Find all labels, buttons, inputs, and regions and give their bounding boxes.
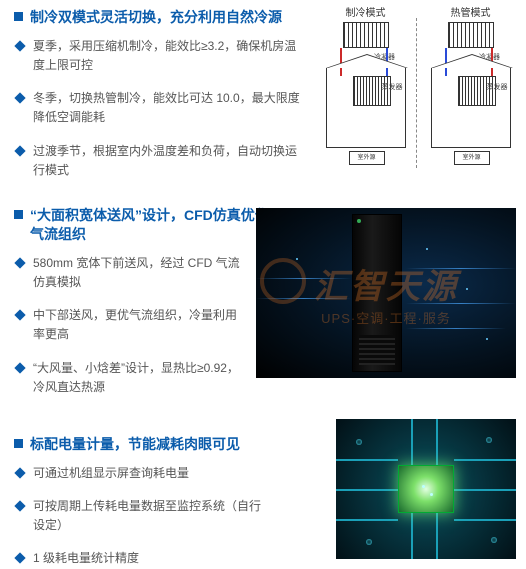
diamond-icon — [14, 500, 25, 511]
bullet-list: 夏季，采用压缩机制冷，能效比≥3.2，确保机房温度上限可控 冬季，切换热管制冷，… — [14, 37, 304, 180]
source-box: 室外源 — [349, 151, 385, 165]
bullet-list: 580mm 宽体下前送风，经过 CFD 气流仿真模拟 中下部送风，更优气流组织，… — [14, 254, 244, 397]
cooling-mode-diagram: 制冷模式 冷凝器 蒸发器 室外源 热管模式 冷凝器 蒸发器 室外源 — [318, 4, 518, 174]
house-icon: 蒸发器 室外源 — [326, 68, 406, 148]
cfd-cabinet-image: 汇智天源 UPS·空调·工程·服务 — [256, 208, 516, 378]
particle-dot — [486, 338, 488, 340]
source-box: 室外源 — [454, 151, 490, 165]
server-cabinet-icon — [352, 214, 402, 372]
circuit-trace — [411, 419, 413, 465]
circuit-trace — [436, 419, 438, 465]
house-icon: 蒸发器 室外源 — [431, 68, 511, 148]
circuit-trace — [436, 513, 438, 559]
list-item: 可按周期上传耗电量数据至监控系统（自行设定） — [14, 497, 264, 535]
title-square-icon — [14, 210, 23, 219]
bullet-text: 过渡季节，根据室内外温度差和负荷，自动切换运行模式 — [33, 142, 304, 180]
airflow-streak — [256, 298, 351, 299]
list-item: 中下部送风，更优气流组织，冷量利用率更高 — [14, 306, 244, 344]
title-text: 标配电量计量，节能减耗肉眼可见 — [30, 435, 240, 454]
bullet-text: 夏季，采用压缩机制冷，能效比≥3.2，确保机房温度上限可控 — [33, 37, 304, 75]
title-text: 制冷双模式灵活切换，充分利用自然冷源 — [30, 8, 282, 27]
circuit-trace — [454, 459, 516, 461]
diamond-icon — [14, 145, 25, 156]
circuit-chip-image — [336, 419, 516, 559]
circuit-pad — [356, 439, 362, 445]
roof-icon — [431, 54, 513, 68]
airflow-streak — [256, 278, 351, 279]
evaporator-label: 蒸发器 — [382, 82, 403, 92]
list-item: “大风量、小焓差”设计，显热比≥0.92，冷风直达热源 — [14, 359, 244, 397]
bullet-text: 580mm 宽体下前送风，经过 CFD 气流仿真模拟 — [33, 254, 244, 292]
circuit-pad — [486, 437, 492, 443]
list-item: 1 级耗电量统计精度 — [14, 549, 264, 568]
title-text: “大面积宽体送风”设计，CFD仿真优化 气流组织 — [30, 206, 269, 244]
diamond-icon — [14, 257, 25, 268]
title-square-icon — [14, 439, 23, 448]
particle-dot — [426, 248, 428, 250]
diagram-col-cooling: 制冷模式 冷凝器 蒸发器 室外源 — [318, 4, 413, 148]
section-airflow: “大面积宽体送风”设计，CFD仿真优化 气流组织 580mm 宽体下前送风，经过… — [0, 198, 526, 397]
roof-icon — [326, 54, 408, 68]
diagram-label: 制冷模式 — [318, 4, 413, 19]
particle-dot — [296, 258, 298, 260]
spark — [430, 493, 433, 496]
spark — [422, 485, 425, 488]
list-item: 580mm 宽体下前送风，经过 CFD 气流仿真模拟 — [14, 254, 244, 292]
bullet-text: 可通过机组显示屏查询耗电量 — [33, 464, 264, 483]
section-cooling-modes: 制冷双模式灵活切换，充分利用自然冷源 夏季，采用压缩机制冷，能效比≥3.2，确保… — [0, 0, 526, 180]
diamond-icon — [14, 40, 25, 51]
bullet-text: 冬季，切换热管制冷，能效比可达 10.0，最大限度降低空调能耗 — [33, 89, 304, 127]
radiator-icon — [448, 22, 494, 48]
particle-dot — [466, 288, 468, 290]
diagram-col-heatpipe: 热管模式 冷凝器 蒸发器 室外源 — [423, 4, 518, 148]
diamond-icon — [14, 362, 25, 373]
list-item: 可通过机组显示屏查询耗电量 — [14, 464, 264, 483]
diamond-icon — [14, 310, 25, 321]
airflow-streak — [406, 268, 516, 269]
title-square-icon — [14, 12, 23, 21]
chip-icon — [398, 465, 454, 513]
circuit-trace — [336, 459, 398, 461]
circuit-pad — [366, 539, 372, 545]
bullet-text: 可按周期上传耗电量数据至监控系统（自行设定） — [33, 497, 264, 535]
diamond-icon — [14, 467, 25, 478]
diagram-label: 热管模式 — [423, 4, 518, 19]
bullet-text: “大风量、小焓差”设计，显热比≥0.92，冷风直达热源 — [33, 359, 244, 397]
airflow-streak — [406, 328, 506, 329]
circuit-trace — [454, 519, 516, 521]
airflow-streak — [406, 303, 516, 304]
divider-dashed — [416, 18, 417, 168]
list-item: 过渡季节，根据室内外温度差和负荷，自动切换运行模式 — [14, 142, 304, 180]
diamond-icon — [14, 93, 25, 104]
section-metering: 标配电量计量，节能减耗肉眼可见 可通过机组显示屏查询耗电量 可按周期上传耗电量数… — [0, 411, 526, 569]
circuit-trace — [411, 513, 413, 559]
bullet-text: 1 级耗电量统计精度 — [33, 549, 264, 568]
evaporator-label: 蒸发器 — [487, 82, 508, 92]
circuit-trace — [336, 519, 398, 521]
circuit-trace — [336, 489, 398, 491]
diamond-icon — [14, 553, 25, 564]
list-item: 夏季，采用压缩机制冷，能效比≥3.2，确保机房温度上限可控 — [14, 37, 304, 75]
list-item: 冬季，切换热管制冷，能效比可达 10.0，最大限度降低空调能耗 — [14, 89, 304, 127]
radiator-icon — [343, 22, 389, 48]
bullet-text: 中下部送风，更优气流组织，冷量利用率更高 — [33, 306, 244, 344]
circuit-trace — [454, 489, 516, 491]
circuit-pad — [491, 537, 497, 543]
